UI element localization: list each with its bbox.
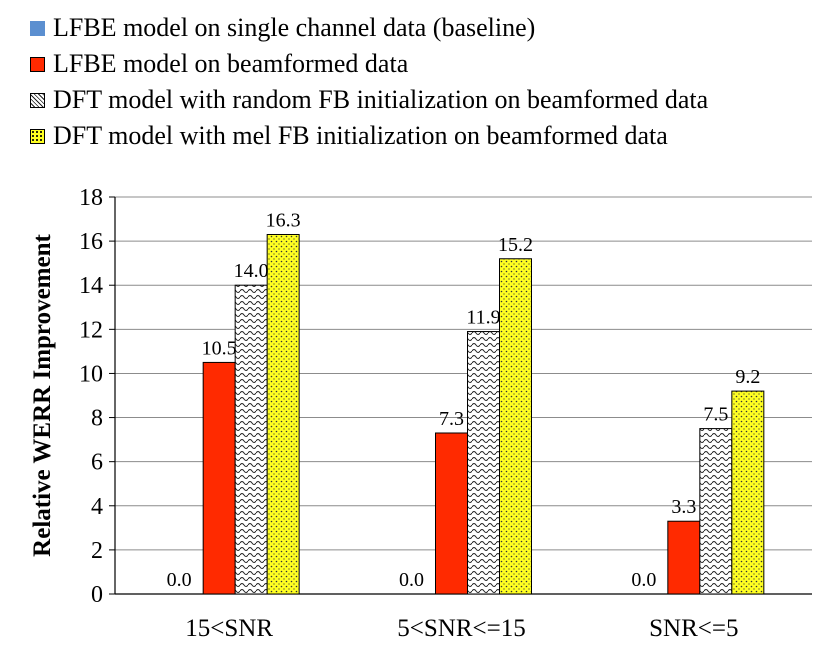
legend-swatch-lfbe-beamformed: [30, 56, 45, 72]
y-tick-label: 8: [91, 406, 103, 432]
y-tick-label: 18: [79, 185, 103, 211]
bar: [667, 520, 701, 595]
legend-item-dft-mel: DFT model with mel FB initialization on …: [30, 118, 708, 154]
y-axis-title: Relative WERR Improvement: [29, 234, 56, 557]
data-label: 7.3: [439, 408, 464, 430]
y-tick-label: 0: [91, 582, 103, 608]
bar: [435, 432, 468, 595]
bars: [202, 233, 765, 595]
legend-item-lfbe-beamformed: LFBE model on beamformed data: [30, 46, 708, 82]
data-label: 3.3: [671, 496, 696, 518]
data-label: 11.9: [466, 307, 500, 329]
x-category-label: SNR<=5: [649, 615, 738, 642]
y-tick-label: 4: [91, 494, 103, 520]
legend-label-dft-mel: DFT model with mel FB initialization on …: [53, 121, 668, 150]
chart-legend: LFBE model on single channel data (basel…: [30, 10, 708, 154]
legend-item-baseline: LFBE model on single channel data (basel…: [30, 10, 708, 46]
y-tick-label: 10: [79, 361, 103, 387]
x-category-label: 5<SNR<=15: [397, 615, 525, 642]
legend-swatch-dft-mel: [30, 128, 45, 144]
bar: [266, 233, 300, 595]
labels: 0 2 4 6 8 10 12 14 16 18 Relative WERR Improvement…: [29, 185, 760, 642]
y-tick-label: 12: [79, 317, 103, 343]
legend-item-dft-random: DFT model with random FB initialization …: [30, 82, 708, 118]
legend-label-dft-random: DFT model with random FB initialization …: [53, 85, 709, 114]
data-label: 0.0: [399, 569, 424, 591]
y-tick-label: 16: [79, 229, 103, 255]
data-label: 0.0: [631, 569, 656, 591]
data-label: 15.2: [498, 234, 533, 256]
bar: [699, 428, 733, 595]
data-label: 7.5: [703, 404, 728, 426]
legend-label-baseline: LFBE model on single channel data (basel…: [53, 13, 536, 42]
data-label: 9.2: [735, 366, 760, 388]
bar: [202, 361, 236, 595]
data-label: 16.3: [266, 209, 301, 231]
bar: [467, 331, 500, 595]
bar: [234, 284, 268, 595]
bar: [499, 258, 532, 595]
x-category-label: 15<SNR: [185, 615, 273, 642]
y-tick-label: 6: [91, 450, 103, 476]
data-label: 0.0: [167, 569, 192, 591]
legend-swatch-dft-random: [30, 92, 45, 108]
legend-label-lfbe-beamformed: LFBE model on beamformed data: [53, 49, 409, 78]
data-label: 14.0: [234, 260, 269, 282]
data-label: 10.5: [202, 337, 237, 359]
bar: [731, 390, 765, 595]
y-tick-label: 14: [79, 273, 103, 299]
y-tick-label: 2: [91, 538, 103, 564]
legend-swatch-baseline: [30, 20, 45, 36]
